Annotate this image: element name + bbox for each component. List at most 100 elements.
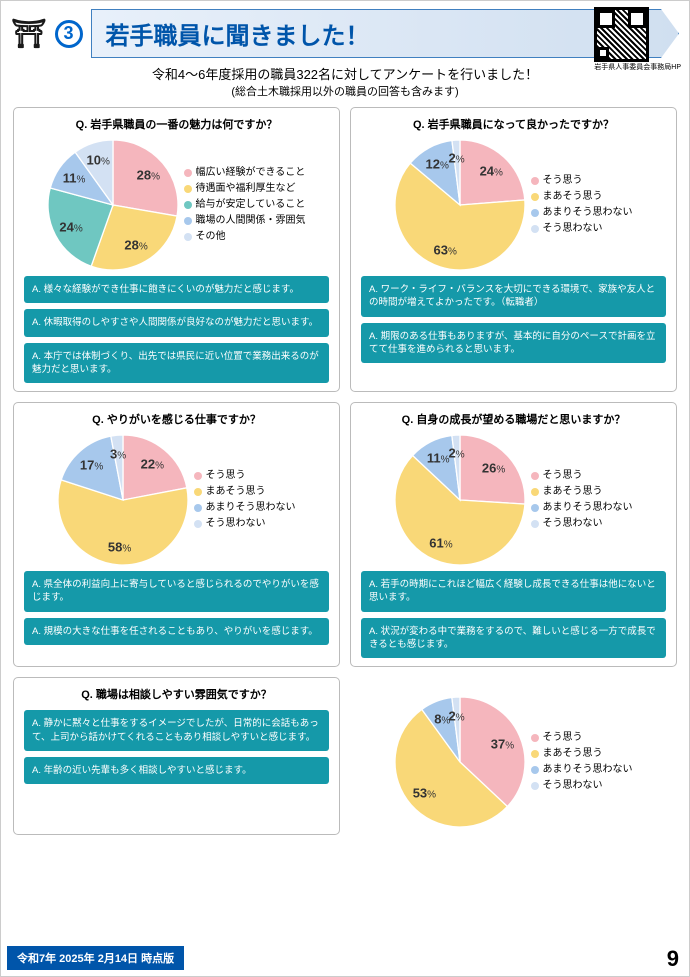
legend-swatch-icon — [531, 488, 539, 496]
comment-box: A. 県全体の利益向上に寄与していると感じられるのでやりがいを感じます。 — [24, 571, 329, 612]
legend-swatch-icon — [531, 177, 539, 185]
comment-box: A. 休暇取得のしやすさや人間関係が良好なのが魅力だと思います。 — [24, 309, 329, 336]
page-title: 若手職員に聞きました！ — [91, 9, 679, 58]
legend-item: そう思う — [531, 730, 633, 746]
legend-label: そう思わない — [543, 778, 603, 794]
legend: そう思うまあそう思うあまりそう思わないそう思わない — [531, 173, 633, 237]
legend-label: まあそう思う — [543, 189, 603, 205]
legend-swatch-icon — [194, 488, 202, 496]
subtitle-line2: (総合土木職採用以外の職員の回答も含みます) — [1, 83, 689, 99]
pie-percent-label: 28% — [137, 167, 160, 182]
legend-label: まあそう思う — [543, 746, 603, 762]
pie-chart: 22% 58% 17% 3% — [58, 435, 188, 565]
legend-item: あまりそう思わない — [531, 500, 633, 516]
legend-label: その他 — [196, 229, 226, 245]
pie-chart: 37%53%8%2% — [395, 697, 525, 827]
legend-item: そう思わない — [194, 516, 296, 532]
legend-label: まあそう思う — [206, 484, 266, 500]
pie-percent-label: 61% — [429, 536, 452, 551]
comment-box: A. ワーク・ライフ・バランスを大切にできる環境で、家族や友人との時間が増えてよ… — [361, 276, 666, 317]
legend-swatch-icon — [531, 193, 539, 201]
qr-code-icon — [594, 7, 649, 62]
pie-percent-label: 10% — [86, 153, 109, 168]
chart-row: 37%53%8%2%そう思うまあそう思うあまりそう思わないそう思わない — [360, 697, 667, 827]
pie-percent-label: 3% — [110, 446, 126, 461]
legend-label: まあそう思う — [543, 484, 603, 500]
pie-percent-label: 17% — [80, 458, 103, 473]
legend-swatch-icon — [184, 233, 192, 241]
legend: そう思うまあそう思うあまりそう思わないそう思わない — [194, 468, 296, 532]
legend-label: そう思う — [543, 173, 583, 189]
legend-label: そう思う — [206, 468, 246, 484]
pie-percent-label: 12% — [425, 156, 448, 171]
pie-percent-label: 28% — [124, 238, 147, 253]
legend-swatch-icon — [184, 217, 192, 225]
survey-panel: Q. 岩手県職員になって良かったですか？24%63%12%2%そう思うまあそう思… — [350, 107, 677, 392]
legend-item: 待遇面や福利厚生など — [184, 181, 306, 197]
legend-item: まあそう思う — [531, 484, 633, 500]
comment-box: A. 本庁では体制づくり、出先では県民に近い位置で業務出来るのが魅力だと思います… — [24, 343, 329, 384]
pie-percent-label: 24% — [59, 219, 82, 234]
legend-swatch-icon — [184, 185, 192, 193]
legend-swatch-icon — [194, 504, 202, 512]
qr-block: 岩手県人事委員会事務局HP — [594, 7, 681, 72]
legend-item: そう思う — [194, 468, 296, 484]
survey-panel: Q. 岩手県職員の一番の魅力は何ですか？28%28%24%11%10%幅広い経験… — [13, 107, 340, 392]
legend-swatch-icon — [531, 766, 539, 774]
pie-percent-label: 63% — [433, 242, 456, 257]
legend-swatch-icon — [184, 201, 192, 209]
legend-item: そう思う — [531, 468, 633, 484]
pie-percent-label: 58% — [108, 539, 131, 554]
legend-item: あまりそう思わない — [531, 205, 633, 221]
pie-chart: 28% 28% 24% 11%10% — [48, 140, 178, 270]
subtitle-line1: 令和4～6年度採用の職員322名に対してアンケートを行いました！ — [1, 64, 689, 83]
comment-box: A. 年齢の近い先輩も多く相談しやすいと感じます。 — [24, 757, 329, 784]
legend-label: そう思わない — [206, 516, 266, 532]
legend-item: まあそう思う — [531, 189, 633, 205]
legend: 幅広い経験ができること待遇面や福利厚生など給与が安定していること職場の人間関係・… — [184, 165, 306, 245]
legend-item: まあそう思う — [531, 746, 633, 762]
pie-chart: 26% 61% 11%2% — [395, 435, 525, 565]
comment-box: A. 規模の大きな仕事を任されることもあり、やりがいを感じます。 — [24, 618, 329, 645]
legend-swatch-icon — [531, 225, 539, 233]
legend-item: あまりそう思わない — [194, 500, 296, 516]
legend-swatch-icon — [531, 734, 539, 742]
chart-row: 28% 28% 24% 11%10% 幅広い経験ができること待遇面や福利厚生など給与が安… — [24, 140, 329, 270]
pie-percent-label: 22% — [141, 457, 164, 472]
legend-label: そう思わない — [543, 516, 603, 532]
survey-panel: Q. 職場は相談しやすい雰囲気ですか？A. 静かに黙々と仕事をするイメージでした… — [13, 677, 340, 835]
question-title: Q. やりがいを感じる仕事ですか？ — [24, 411, 329, 427]
legend: そう思うまあそう思うあまりそう思わないそう思わない — [531, 468, 633, 532]
subtitle: 令和4～6年度採用の職員322名に対してアンケートを行いました！ (総合土木職採… — [1, 64, 689, 99]
comment-box: A. 若手の時期にこれほど幅広く経験し成長できる仕事は他にないと思います。 — [361, 571, 666, 612]
pie-percent-label: 2% — [448, 446, 464, 461]
pie-percent-label: 53% — [413, 786, 436, 801]
prefecture-logo-icon: ⛩ — [11, 17, 47, 50]
survey-panel: Q. 自身の成長が望める職場だと思いますか？ 26% 61% 11%2% そう思うまあそ… — [350, 402, 677, 667]
legend-item: そう思わない — [531, 778, 633, 794]
survey-panel-chart: 37%53%8%2%そう思うまあそう思うあまりそう思わないそう思わない — [350, 677, 677, 835]
pie-percent-label: 26% — [482, 461, 505, 476]
legend-label: 職場の人間関係・雰囲気 — [196, 213, 306, 229]
legend-swatch-icon — [531, 750, 539, 758]
legend-swatch-icon — [194, 472, 202, 480]
question-title: Q. 自身の成長が望める職場だと思いますか？ — [361, 411, 666, 427]
pie-percent-label: 37% — [491, 736, 514, 751]
page-number: 9 — [667, 946, 679, 972]
legend-swatch-icon — [194, 520, 202, 528]
pie-chart: 24%63%12%2% — [395, 140, 525, 270]
legend-item: その他 — [184, 229, 306, 245]
legend-item: 給与が安定していること — [184, 197, 306, 213]
pie-percent-label: 11% — [427, 451, 450, 466]
legend-item: そう思わない — [531, 516, 633, 532]
legend-label: 給与が安定していること — [196, 197, 306, 213]
legend-label: 待遇面や福利厚生など — [196, 181, 296, 197]
section-number: 3 — [55, 20, 83, 48]
comment-box: A. 様々な経験ができ仕事に飽きにくいのが魅力だと感じます。 — [24, 276, 329, 303]
footer-date: 令和7年 2025年 2月14日 時点版 — [7, 946, 184, 970]
question-title: Q. 岩手県職員になって良かったですか？ — [361, 116, 666, 132]
question-title: Q. 職場は相談しやすい雰囲気ですか？ — [24, 686, 329, 702]
pie-percent-label: 24% — [480, 163, 503, 178]
legend-label: そう思わない — [543, 221, 603, 237]
pie-percent-label: 11% — [63, 171, 86, 186]
